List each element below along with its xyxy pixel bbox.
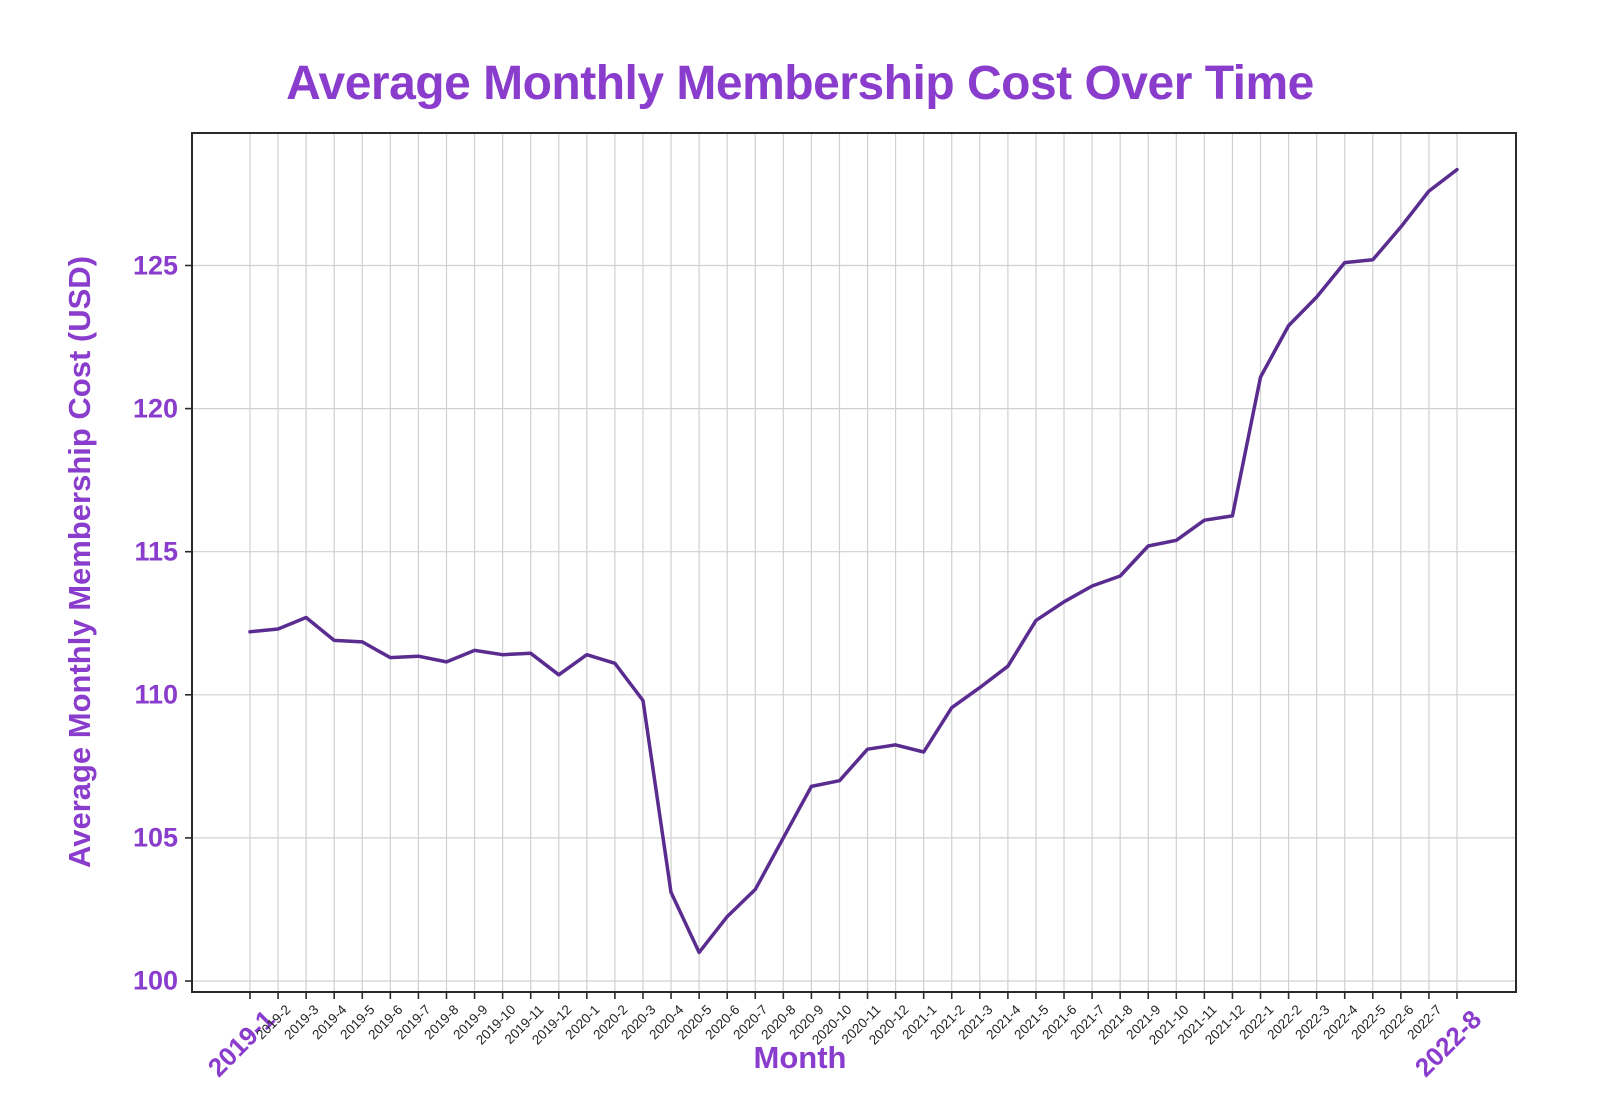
x-axis-title: Month (753, 1040, 847, 1075)
axis-tick-marks (185, 264, 1458, 999)
y-tick-label: 115 (134, 536, 178, 567)
y-tick-label: 105 (132, 822, 178, 853)
series-line-membership-cost (248, 167, 1459, 955)
plot-border (191, 132, 1517, 993)
y-tick-label: 120 (132, 393, 178, 424)
y-tick-label: 125 (132, 250, 178, 280)
gridlines (192, 133, 1516, 992)
y-tick-label: 100 (132, 965, 178, 996)
y-tick-label: 110 (134, 679, 178, 710)
chart-title: Average Monthly Membership Cost Over Tim… (286, 57, 1314, 110)
